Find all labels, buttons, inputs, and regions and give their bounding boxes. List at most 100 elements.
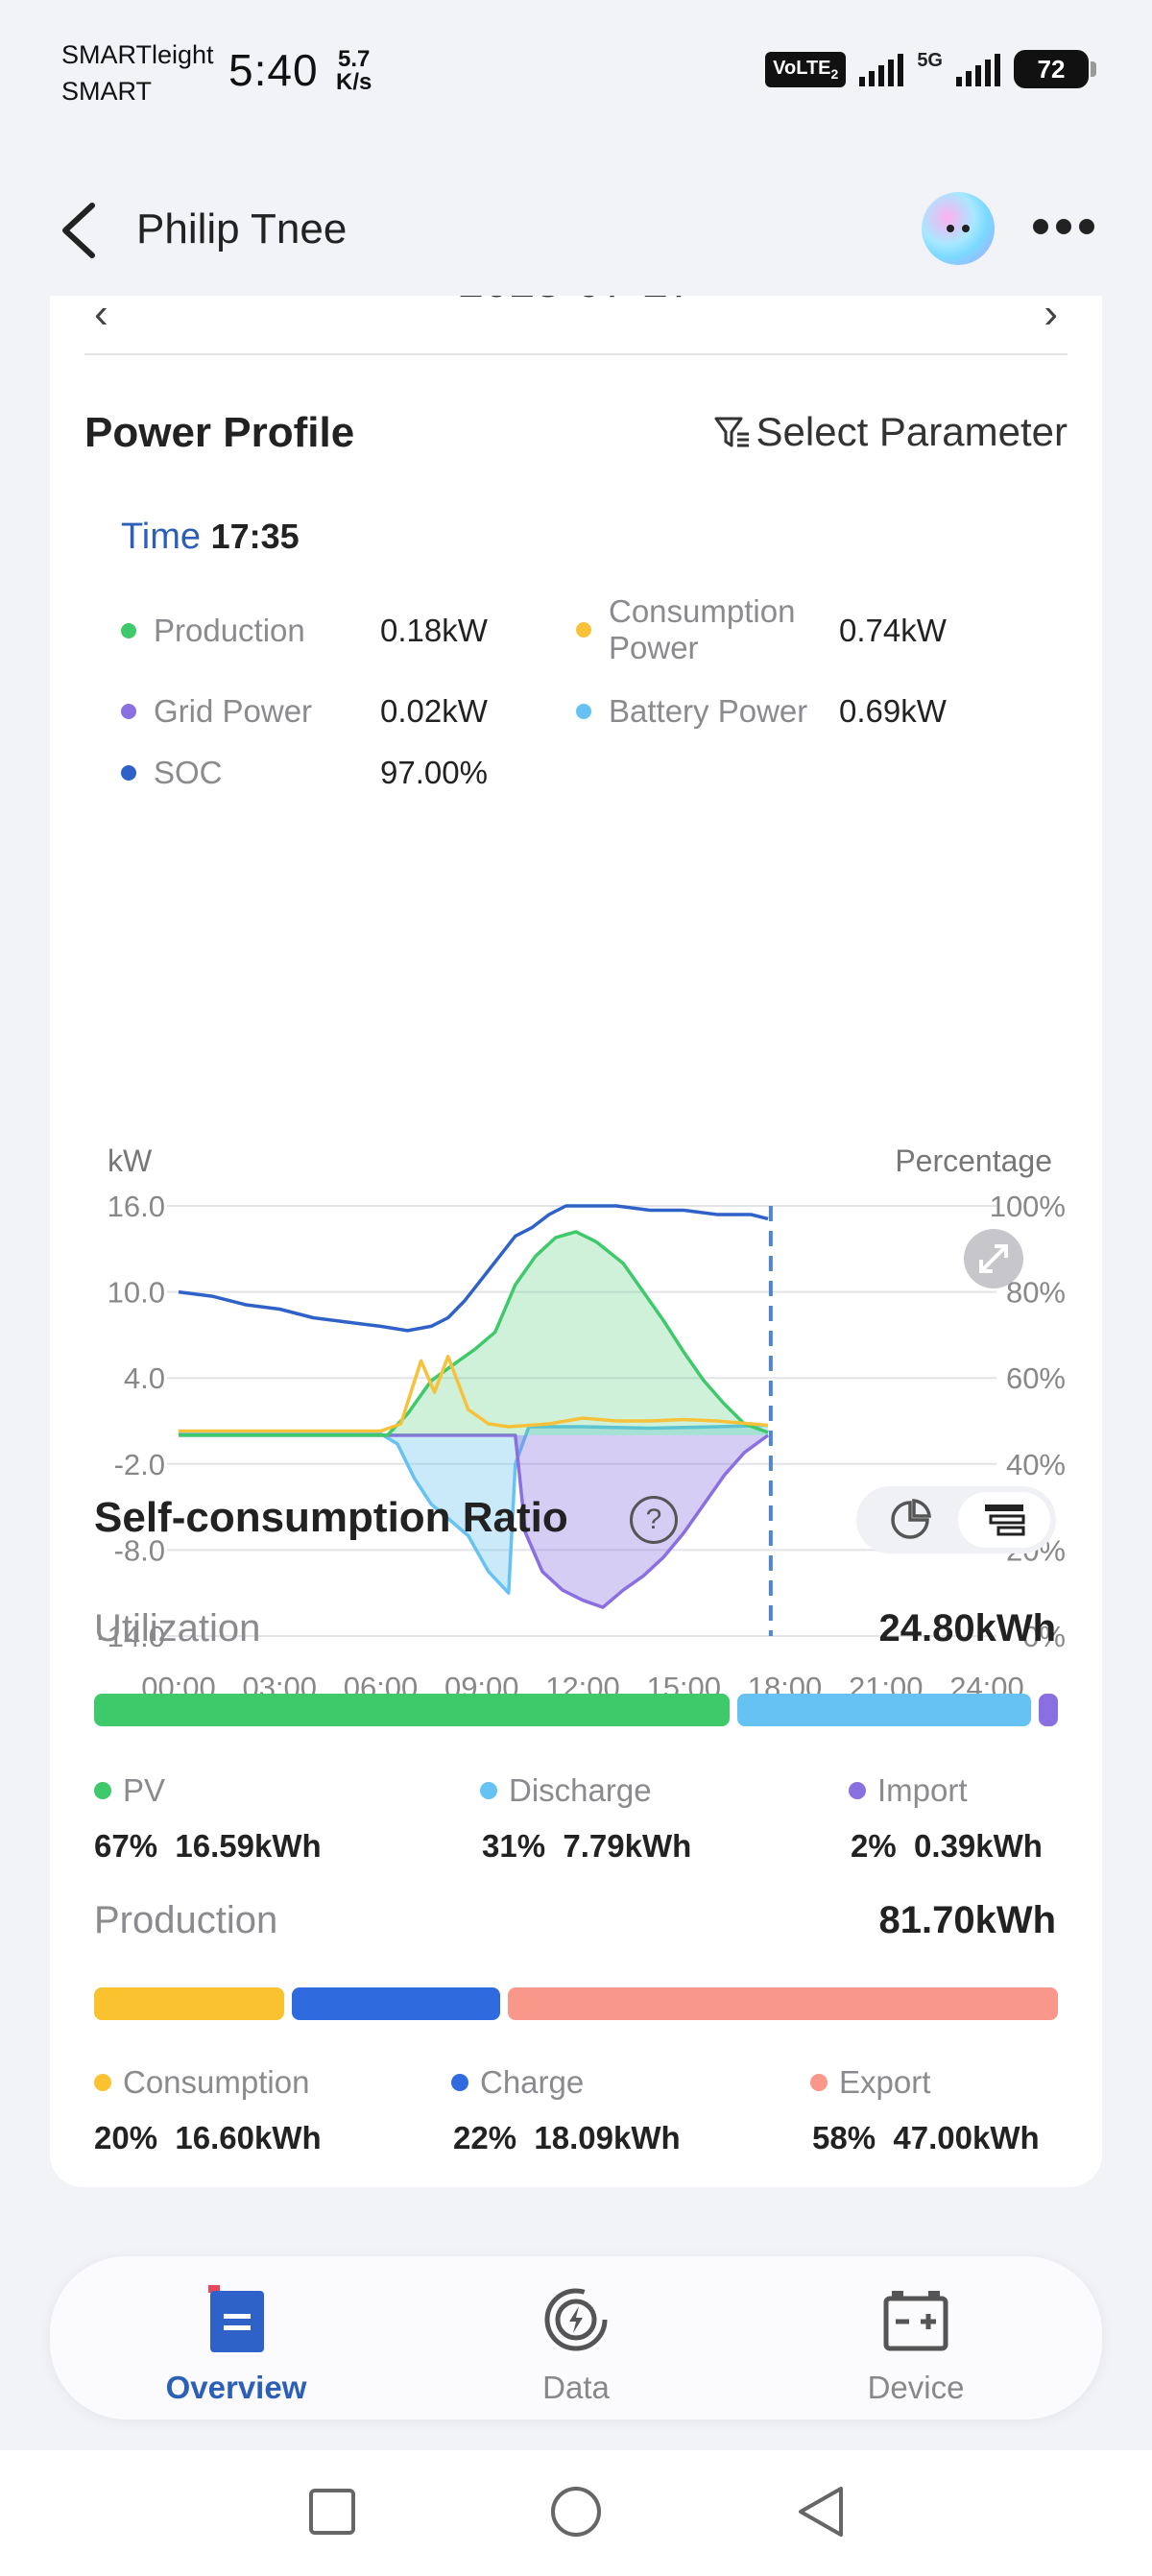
back-button[interactable] <box>56 200 102 261</box>
y2-tick-label: 100% <box>990 1190 1066 1223</box>
y-tick-label: 16.0 <box>108 1190 165 1223</box>
legend-grid-value: 0.02kW <box>380 693 488 729</box>
prod-charge-label: Charge <box>451 2064 584 2101</box>
y-tick-label: -2.0 <box>114 1448 165 1481</box>
signal-icon <box>859 52 904 86</box>
legend-production: Production <box>121 613 305 649</box>
filter-icon <box>714 417 749 447</box>
power-profile-chart[interactable]: kW Percentage 16.0 100% 10.0 80% 4.0 60% -2.0 40%… <box>50 833 1102 1717</box>
power-profile-title: Power Profile <box>84 409 355 456</box>
legend-consumption: Consumption Power <box>576 593 854 666</box>
legend-battery-power: Battery Power <box>576 693 807 730</box>
consumption-dot-icon <box>576 622 591 638</box>
production-label: Production <box>94 1899 278 1941</box>
util-import-label: Import <box>849 1772 968 1809</box>
legend-consumption-value: 0.74kW <box>839 613 947 648</box>
triangle-back-icon <box>799 2487 843 2537</box>
expand-icon <box>979 1244 1008 1273</box>
prod-charge-value: 22% 18.09kWh <box>453 2120 681 2155</box>
carrier-name: SMARTleight SMART <box>61 40 214 106</box>
utilization-import-segment <box>1039 1694 1058 1726</box>
avatar[interactable] <box>922 192 995 265</box>
y2-tick-label: 0% <box>1022 1620 1066 1653</box>
battery-power-area <box>179 1425 768 1594</box>
help-icon[interactable]: ? <box>630 1496 678 1544</box>
util-discharge-label: Discharge <box>480 1772 652 1809</box>
system-navigation <box>0 2450 1152 2576</box>
utilization-bar <box>94 1694 1058 1726</box>
app-header: Philip Tnee <box>0 182 1152 278</box>
pv-dot-icon <box>94 1782 111 1799</box>
grid-dot-icon <box>121 704 136 719</box>
back-system-button[interactable] <box>793 2485 851 2547</box>
prev-date-icon[interactable]: ‹ <box>94 296 108 337</box>
soc-line <box>178 1204 769 1333</box>
network-type: 5G <box>917 50 943 71</box>
y-tick-label: 4.0 <box>124 1361 165 1395</box>
y2-axis-label: Percentage <box>895 1144 1052 1178</box>
volte-badge: VoLTE2 <box>765 51 847 87</box>
y-tick-label: -8.0 <box>114 1533 165 1567</box>
production-dot-icon <box>121 623 136 638</box>
battery-power-line <box>179 1423 769 1595</box>
more-dot-icon <box>1056 219 1071 234</box>
production-export-segment <box>507 1987 1058 2020</box>
device-icon <box>882 2281 949 2358</box>
nav-device[interactable]: Device <box>810 2281 1021 2406</box>
more-dot-icon <box>1033 219 1048 234</box>
prod-consumption-label: Consumption <box>94 2064 309 2101</box>
self-consumption-title: Self-consumption Ratio <box>94 1494 568 1541</box>
home-button[interactable] <box>547 2485 605 2547</box>
nav-overview[interactable]: Overview <box>131 2281 342 2406</box>
data-icon <box>542 2281 610 2358</box>
production-charge-segment <box>291 1987 500 2020</box>
soc-dot-icon <box>121 765 136 781</box>
time-readout: Time 17:35 <box>121 517 300 557</box>
prod-consumption-value: 20% 16.60kWh <box>94 2120 322 2155</box>
square-icon <box>309 2489 355 2535</box>
status-bar: SMARTleight SMART 5:40 5.7 K/s VoLTE2 5G… <box>0 0 1152 134</box>
grid-power-area <box>179 1434 768 1608</box>
util-discharge-value: 31% 7.79kWh <box>482 1828 692 1864</box>
utilization-pv-segment <box>94 1694 730 1726</box>
legend-soc-value: 97.00% <box>380 755 488 790</box>
util-pv-label: PV <box>94 1772 165 1809</box>
avatar-eye <box>962 225 970 232</box>
legend-production-value: 0.18kW <box>380 613 488 648</box>
consumption-power-line <box>179 1355 769 1433</box>
pie-view-button[interactable] <box>864 1492 956 1548</box>
y-tick-label: 10.0 <box>108 1276 165 1310</box>
y-tick-label: -14.0 <box>97 1620 165 1653</box>
date-label: 2023-07-27 <box>458 296 694 307</box>
pie-chart-icon <box>891 1499 931 1539</box>
overview-icon <box>203 2281 270 2358</box>
bar-view-button[interactable] <box>958 1492 1050 1548</box>
signal-5g-icon <box>956 52 1000 86</box>
next-date-icon[interactable]: › <box>1044 296 1058 337</box>
avatar-eye <box>947 225 954 232</box>
prod-export-value: 58% 47.00kWh <box>812 2120 1040 2155</box>
nav-data[interactable]: Data <box>470 2281 682 2406</box>
divider <box>84 353 1068 355</box>
select-parameter-button[interactable]: Select Parameter <box>712 409 1068 455</box>
legend-battery-value: 0.69kW <box>839 693 947 729</box>
more-dot-icon <box>1079 219 1094 234</box>
bottom-navigation: Overview Data Device <box>50 2256 1102 2420</box>
production-consumption-segment <box>94 1987 284 2020</box>
recent-apps-button[interactable] <box>305 2485 359 2543</box>
network-speed: 5.7 K/s <box>336 46 372 95</box>
status-time: 5:40 <box>228 45 319 95</box>
more-options-button[interactable] <box>1033 219 1094 234</box>
utilization-discharge-segment <box>736 1694 1032 1726</box>
expand-chart-button[interactable] <box>964 1229 1023 1288</box>
bar-list-icon <box>985 1505 1025 1536</box>
y2-tick-label: 40% <box>1006 1448 1066 1481</box>
export-dot-icon <box>810 2074 828 2091</box>
main-card: ‹ 2023-07-27 › Power Profile Select Para… <box>50 296 1102 2187</box>
production-area <box>179 1231 768 1435</box>
date-selector[interactable]: ‹ 2023-07-27 › <box>50 296 1102 337</box>
circle-icon <box>551 2487 601 2537</box>
util-pv-value: 67% 16.59kWh <box>94 1828 322 1864</box>
back-arrow-icon <box>62 203 95 258</box>
utilization-total: 24.80kWh <box>878 1607 1056 1649</box>
